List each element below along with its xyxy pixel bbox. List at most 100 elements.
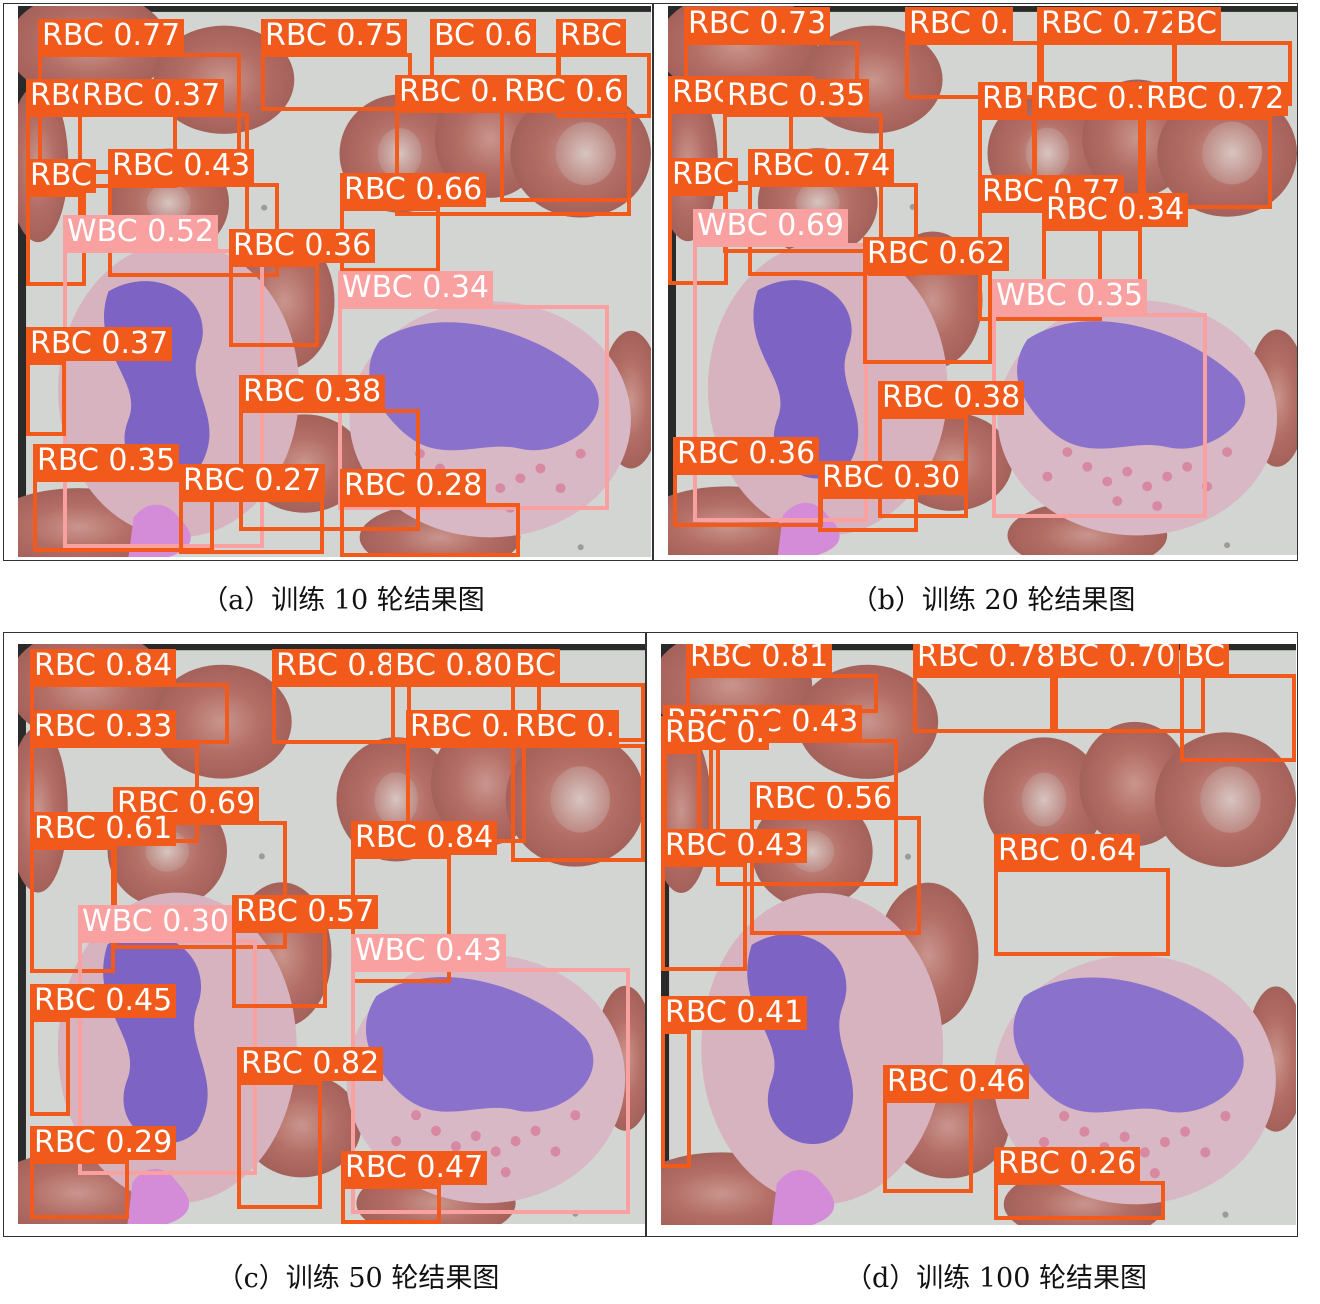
detection-label: RBC 0.61 [30, 812, 177, 846]
detection-box-rbc: RBC 0.35 [33, 444, 214, 552]
detection-label: RBC 0.37 [26, 327, 173, 361]
detection-box-rbc: RBC 0.45 [30, 984, 177, 1116]
detection-label: WBC 0.35 [992, 279, 1147, 313]
detection-box-wbc: WBC 0.35 [992, 279, 1207, 518]
detection-label: RBC 0.72 [1142, 82, 1289, 116]
detection-label: BC 0.6 [430, 19, 537, 53]
detection-label: RB [978, 82, 1028, 116]
detection-box-rbc: RBC 0.78 [913, 644, 1060, 733]
detection-label: WBC 0.34 [338, 271, 493, 305]
detection-box-rbc: RBC 0.75 [261, 19, 412, 111]
detection-box-rbc: RBC 0.6 [500, 75, 631, 202]
detection-box-rbc: RBC 0.43 [661, 829, 808, 971]
detection-box-rbc: RBC 0.30 [818, 461, 965, 532]
detection-label: RBC 0.66 [340, 173, 487, 207]
detection-label: WBC 0.69 [693, 209, 848, 243]
detection-box-wbc: WBC 0.69 [693, 209, 868, 522]
detection-label: RBC 0.77 [38, 19, 185, 53]
detection-label: RBC 0.38 [239, 375, 386, 409]
detection-label: BC 0.70 [1054, 644, 1180, 674]
detection-label: RBC 0.62 [863, 237, 1010, 271]
detection-box-rbc: RBC 0.72 [1037, 7, 1184, 97]
detection-label: RBC 0.35 [723, 79, 870, 113]
detection-box-rbc: RBC 0.72 [1142, 82, 1289, 209]
detection-box-wbc: WBC 0.43 [351, 934, 630, 1214]
detection-box-rbc: RBC 0.28 [340, 469, 520, 557]
detection-label: RBC 0.64 [994, 834, 1141, 868]
detection-label: RBC 0.35 [33, 444, 180, 478]
detection-label: RBC 0. [661, 716, 770, 750]
detection-label: RBC 0.56 [750, 782, 897, 816]
detection-box-rbc: RBC 0.57 [232, 895, 379, 1008]
detection-label: RBC 0.26 [994, 1147, 1141, 1181]
detection-label: RBC [556, 19, 626, 53]
detection-label: RBC 0.78 [913, 644, 1060, 674]
detection-box-rbc: RBC 0.36 [229, 229, 376, 347]
detection-box-rbc: RBC 0.46 [883, 1065, 1030, 1193]
detection-box-rbc: RBC 0.64 [994, 834, 1170, 956]
detection-label: RBC 0.29 [30, 1126, 177, 1160]
caption-b: （b）训练 20 轮结果图 [850, 585, 1136, 616]
detection-box-rbc: RBC 0.34 [1042, 193, 1189, 302]
detection-box-wbc: WBC 0.34 [338, 271, 609, 510]
detection-label: RBC 0.36 [229, 229, 376, 263]
microscopy-scene [661, 644, 1296, 1225]
detection-label: RBC 0.6 [500, 75, 628, 109]
detection-label: RBC 0.30 [818, 461, 965, 495]
detection-label: WBC 0.52 [63, 215, 218, 249]
detection-label: WBC 0.43 [351, 934, 506, 968]
detection-label: BC [511, 649, 561, 683]
detection-label: RBC 0.47 [341, 1151, 488, 1185]
detection-box-wbc: WBC 0.30 [78, 905, 257, 1175]
detection-box-rbc: RBC 0.74 [748, 149, 918, 276]
detection-box-rbc: RBC 0. [661, 716, 770, 859]
detection-box-rbc: RBC 0.36 [673, 437, 823, 527]
detection-label: RBC 0.28 [340, 469, 487, 503]
detection-label: RBC 0.43 [108, 149, 255, 183]
detection-label: RBC 0.45 [30, 984, 177, 1018]
detection-box-rbc: RBC [668, 158, 738, 285]
detection-box-rbc: RBC 0.41 [661, 996, 808, 1168]
detection-label: RBC 0.73 [684, 7, 831, 41]
detection-label: RBC 0.27 [179, 464, 326, 498]
detection-box-rbc: RBC 0.82 [237, 1047, 384, 1209]
panel-a-frame [3, 3, 653, 561]
detection-label: RBC 0.75 [261, 19, 408, 53]
detection-label: RBC 0.82 [237, 1047, 384, 1081]
detection-label: BC [1180, 644, 1230, 674]
detection-label: RBC 0.38 [878, 381, 1025, 415]
detection-box-rbc: RBC 0.62 [863, 237, 1010, 364]
detection-label: RBC 0.72 [1037, 7, 1184, 41]
detection-label: RBC 0. [511, 710, 620, 744]
caption-d: （d）训练 100 轮结果图 [845, 1263, 1147, 1294]
detection-label: RBC 0.74 [748, 149, 895, 183]
detection-label: RBC [668, 158, 738, 192]
panel-d-frame [646, 632, 1298, 1237]
detection-box-rbc: RBC 0.26 [994, 1147, 1165, 1220]
detection-label: RBC 0.43 [661, 829, 808, 863]
detection-label: RBC [26, 159, 96, 193]
caption-a: （a）训练 10 轮结果图 [201, 585, 485, 616]
detection-box-rbc: RBC 0.35 [723, 79, 883, 253]
detection-label: BC [1172, 7, 1222, 41]
caption-c: （c）训练 50 轮结果图 [216, 1263, 500, 1294]
panel-b-frame [653, 3, 1298, 561]
detection-label: RBC 0.34 [1042, 193, 1189, 227]
detection-label: RBC 0.81 [686, 644, 833, 674]
detection-box-rbc: RBC 0.38 [878, 381, 1025, 518]
detection-box-rbc: RBC [556, 19, 651, 118]
detection-label: RBC 0.41 [661, 996, 808, 1030]
detection-box-rbc: RBC 0.37 [26, 327, 173, 436]
detection-label: RBC 0.84 [351, 821, 498, 855]
panel-c-frame [3, 632, 646, 1237]
detection-box-rbc: RBC 0.69 [113, 787, 287, 949]
detection-box-rbc: RBC 0.66 [340, 173, 487, 272]
detection-label: BC 0.80 [391, 649, 517, 683]
detection-box-rbc: RBC 0.38 [239, 375, 420, 531]
detection-label: RBC 0.46 [883, 1065, 1030, 1099]
detection-label: RBC 0. [905, 7, 1014, 41]
detection-label: WBC 0.30 [78, 905, 233, 939]
